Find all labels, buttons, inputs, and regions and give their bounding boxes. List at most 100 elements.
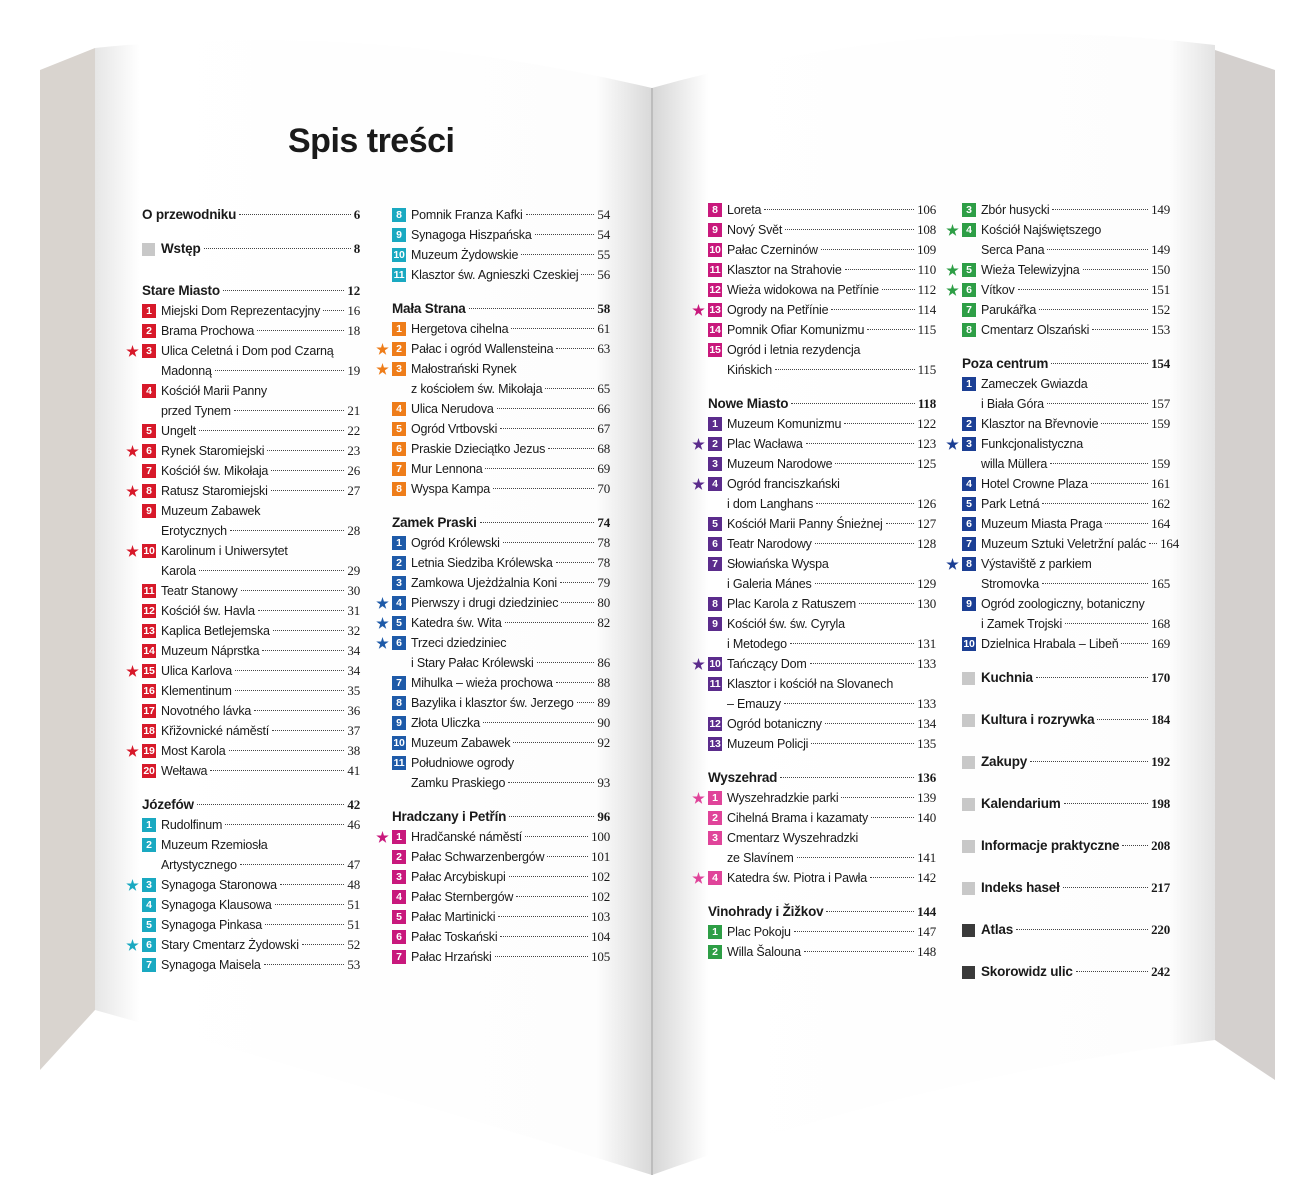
number-badge: 5 [142, 918, 156, 932]
entry-line: ze Slavínem 141 [727, 848, 936, 868]
number-badge: 12 [142, 604, 156, 618]
number-badge: 7 [392, 950, 406, 964]
entry-line: Kińskich 115 [727, 360, 936, 380]
dot-leader [814, 583, 915, 584]
section-title: Nowe Miasto [708, 396, 789, 411]
dot-leader [844, 269, 915, 270]
entry-page: 56 [597, 267, 610, 282]
entry-line: Pałac Hrzański 105 [411, 947, 610, 967]
entry-text: Plac Wacława [727, 437, 803, 451]
entry-line: i Zamek Trojski 168 [981, 614, 1170, 634]
dot-leader [494, 956, 589, 957]
toc-entry: 2 Pałac i ogród Wallensteina 63 [376, 339, 610, 359]
dot-leader [496, 408, 595, 409]
toc-entry: 2 Letnia Siedziba Królewska 78 [392, 553, 610, 573]
dot-leader [1051, 363, 1149, 364]
entry-page: 149 [1151, 242, 1170, 257]
dot-leader [271, 470, 345, 471]
entry-page: 19 [347, 363, 360, 378]
entry-text: Cmentarz Olszański [981, 323, 1090, 337]
toc-entry: 13 Muzeum Policji 135 [708, 734, 936, 754]
dot-leader [576, 702, 595, 703]
entry-page: 127 [917, 516, 936, 531]
dot-leader [265, 924, 345, 925]
entry-line: Ulica Karlova 34 [161, 661, 360, 681]
dot-leader [479, 522, 595, 523]
number-badge: 3 [392, 576, 406, 590]
number-badge: 15 [708, 343, 722, 357]
dot-leader [500, 428, 595, 429]
dot-leader [225, 824, 345, 825]
entry-text: Dzielnica Hrabala – Libeň [981, 637, 1119, 651]
entry-page: 37 [347, 723, 360, 738]
entry-page: 53 [347, 957, 360, 972]
toc-entry: 4 Pałac Sternbergów 102 [392, 887, 610, 907]
entry-line: Południowe ogrody [411, 753, 610, 773]
entry-line: Pałac Toskański 104 [411, 927, 610, 947]
toc-entry: 3 Zbór husycki 149 [962, 200, 1170, 220]
section-page: 184 [1151, 712, 1170, 727]
toc-entry: 12 Ogród botaniczny 134 [708, 714, 936, 734]
entry-line: Ulica Celetná i Dom pod Czarną [161, 341, 360, 361]
entry-line: przed Tynem 21 [161, 401, 360, 421]
section-heading: Kultura i rozrywka 184 [962, 710, 1170, 730]
entry-page: 151 [1151, 282, 1170, 297]
entry-text: Kościół Marii Panny Śnieżnej [727, 517, 883, 531]
entry-text: Rudolfinum [161, 818, 223, 832]
entry-text: Teatr Stanowy [161, 584, 238, 598]
entry-page: 103 [591, 909, 610, 924]
entry-page: 79 [597, 575, 610, 590]
entry-page: 159 [1151, 456, 1170, 471]
dot-leader [254, 710, 345, 711]
toc-entry: 2 Klasztor na Břevnovie 159 [962, 414, 1170, 434]
dot-leader [210, 770, 345, 771]
entry-line: Pałac i ogród Wallensteina 63 [411, 339, 610, 359]
dot-leader [811, 743, 915, 744]
star-icon [692, 478, 705, 490]
star-icon [126, 939, 139, 951]
toc-entry: 7 Pałac Hrzański 105 [392, 947, 610, 967]
dot-leader [279, 884, 345, 885]
toc-entry: 11 Klasztor i kościół na Slovanech – Emauz… [708, 674, 936, 714]
toc-entry: 6 Stary Cmentarz Żydowski 52 [126, 935, 360, 955]
dot-leader [502, 542, 595, 543]
entry-text: Małostrański Rynek [411, 362, 517, 376]
dot-leader [500, 936, 589, 937]
toc-entry: 3 Cmentarz Wyszehradzki ze Slavínem 141 [708, 828, 936, 868]
entry-text: Trzeci dziedziniec [411, 636, 507, 650]
dot-leader [196, 804, 345, 805]
section-marker [962, 671, 975, 685]
entry-text: Kińskich [727, 363, 772, 377]
section-heading: Wstęp 8 [142, 239, 360, 259]
entry-text: Ulica Celetná i Dom pod Czarną [161, 344, 334, 358]
entry-text: Brama Prochowa [161, 324, 255, 338]
entry-page: 16 [347, 303, 360, 318]
toc-entry: 6 Pałac Toskański 104 [392, 927, 610, 947]
number-badge: 7 [392, 676, 406, 690]
section-heading: Kuchnia 170 [962, 668, 1170, 688]
entry-page: 141 [917, 850, 936, 865]
entry-text: i Zamek Trojski [981, 617, 1063, 631]
number-badge: 5 [708, 517, 722, 531]
number-badge: 6 [392, 636, 406, 650]
dot-leader [1017, 289, 1149, 290]
entry-page: 139 [917, 790, 936, 805]
number-badge: 10 [962, 637, 976, 651]
entry-text: Synagoga Hiszpańska [411, 228, 532, 242]
entry-text: Pałac Czerninów [727, 243, 818, 257]
entry-page: 148 [917, 944, 936, 959]
section-title: Skorowidz ulic [981, 964, 1073, 979]
entry-page: 29 [347, 563, 360, 578]
entry-text: Ogród i letnia rezydencja [727, 343, 861, 357]
entry-line: Ungelt 22 [161, 421, 360, 441]
dot-leader [1097, 719, 1149, 720]
entry-text: i Stary Pałac Królewski [411, 656, 534, 670]
entry-text: Loreta [727, 203, 762, 217]
toc-column: O przewodniku 6 Wstęp 8 Stare Miasto 12 1 Miejs… [126, 205, 360, 989]
number-badge: 5 [142, 424, 156, 438]
entry-text: Park Letná [981, 497, 1040, 511]
entry-text: Pomnik Ofiar Komunizmu [727, 323, 865, 337]
number-badge: 5 [962, 263, 976, 277]
toc-section: 3 Zbór husycki 149 4 Kościół Najświętszego Se… [946, 200, 1170, 340]
section-marker [962, 755, 975, 769]
